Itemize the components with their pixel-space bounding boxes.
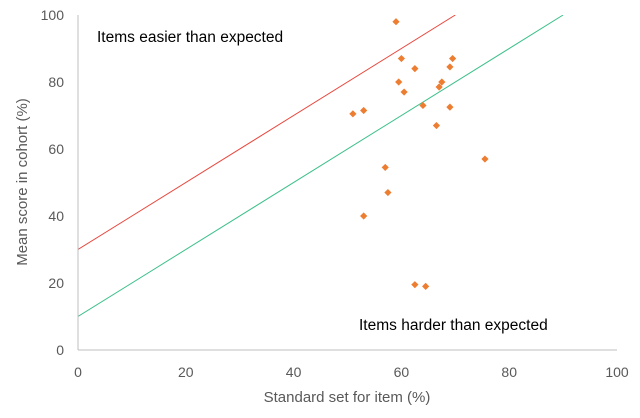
data-point — [395, 78, 403, 86]
data-point — [449, 54, 457, 63]
data-point — [349, 110, 357, 118]
data-point — [432, 121, 441, 130]
data-point — [446, 103, 454, 111]
y-axis-title: Mean score in cohort (%) — [14, 98, 31, 266]
data-point — [360, 106, 368, 115]
reference-line-2 — [78, 15, 564, 317]
data-point — [381, 163, 389, 172]
data-point — [422, 282, 430, 290]
y-tick-label: 100 — [41, 7, 65, 23]
data-point — [392, 18, 400, 26]
y-tick-label: 0 — [56, 342, 64, 358]
y-tick-label: 20 — [48, 275, 64, 291]
x-tick-label: 20 — [178, 364, 194, 380]
x-tick-label: 60 — [394, 364, 410, 380]
reference-line-1 — [78, 15, 456, 250]
x-axis-title: Standard set for item (%) — [264, 389, 431, 406]
data-point — [435, 83, 443, 91]
x-tick-label: 40 — [286, 364, 302, 380]
x-tick-label: 0 — [74, 364, 82, 380]
data-point — [438, 78, 446, 86]
annotation-harder: Items harder than expected — [359, 317, 548, 334]
x-tick-label: 80 — [501, 364, 517, 380]
data-point — [360, 212, 368, 220]
data-point — [384, 188, 392, 197]
annotation-easier: Items easier than expected — [97, 29, 283, 46]
data-point — [411, 281, 419, 289]
data-point — [400, 88, 408, 96]
data-point — [397, 54, 405, 63]
axes — [77, 15, 617, 351]
y-tick-label: 60 — [48, 141, 64, 157]
data-point — [481, 155, 489, 163]
x-tick-labels: 0 20 40 60 80 100 — [74, 364, 629, 380]
x-tick-label: 100 — [605, 364, 629, 380]
y-tick-labels: 0 20 40 60 80 100 — [41, 7, 65, 358]
data-point — [411, 65, 419, 73]
data-point — [446, 63, 454, 71]
y-tick-label: 40 — [48, 208, 64, 224]
reference-lines — [78, 15, 564, 317]
data-point — [419, 101, 427, 110]
y-tick-label: 80 — [48, 74, 64, 90]
data-points — [349, 18, 489, 290]
